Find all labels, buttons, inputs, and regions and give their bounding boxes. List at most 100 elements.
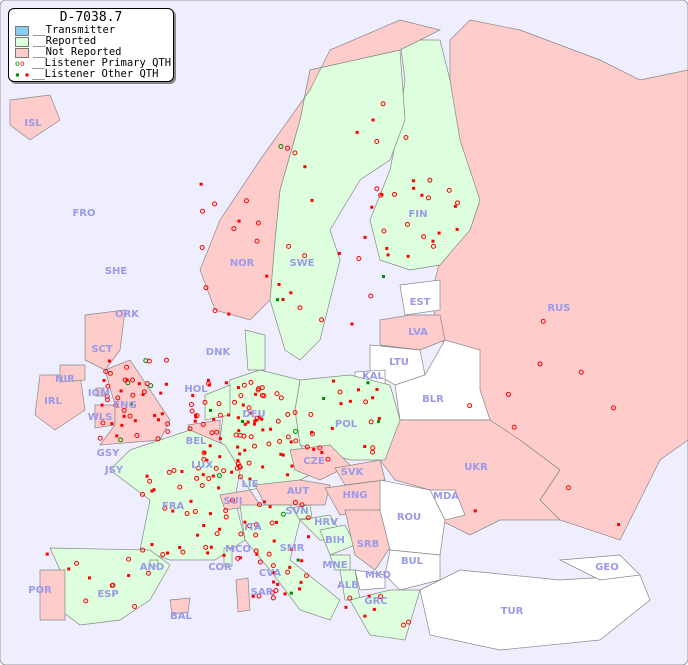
listener-primary-marker [212,201,218,207]
country-label-lie: LIE [242,479,259,490]
country-label-svk: SVK [341,467,365,478]
listener-primary-marker [184,511,190,517]
listener-primary-marker [511,424,517,430]
listener-other-marker [206,551,210,555]
listener-other-marker [248,477,252,481]
listener-other-marker [243,448,247,452]
legend-label: __Listener Other QTH [32,68,159,80]
listener-primary-marker [446,187,452,193]
listener-other-marker [208,512,212,516]
listener-other-marker [246,420,250,424]
listener-primary-marker [368,419,374,425]
listener-other-marker [370,205,374,209]
listener-other-marker [145,474,149,478]
listener-primary-marker [565,485,571,491]
listener-primary-marker [304,573,310,579]
listener-primary-marker [147,478,153,484]
listener-primary-marker [248,434,254,440]
listener-primary-marker [381,228,387,234]
listener-primary-marker [253,522,259,528]
listener-primary-marker [317,445,323,451]
listener-primary-marker [277,438,283,444]
country-nir [59,364,86,383]
listener-primary-marker [404,221,410,227]
country-tur [419,569,651,651]
country-label-dnk: DNK [206,347,232,358]
listener-other-marker [227,312,231,316]
legend-label: __Not Reported [33,46,122,58]
listener-other-marker [286,473,290,477]
listener-other-marker [312,447,316,451]
country-label-hng: HNG [343,490,368,501]
listener-primary-marker [285,411,291,417]
country-label-irl: IRL [44,396,62,407]
country-label-pol: POL [335,419,358,430]
listener-primary-marker [259,392,265,398]
country-label-deu: DEU [242,409,265,420]
listener-other-marker [363,614,367,618]
listener-primary-marker [231,226,237,232]
country-label-smr: SMR [280,543,305,554]
listener-primary-marker [221,468,227,474]
listener-other-marker [269,427,273,431]
listener-primary-marker [180,549,186,555]
listener-primary-marker [187,426,193,432]
listener-other-marker [339,402,343,406]
country-label-lux: LUX [191,460,213,471]
country-label-rou: ROU [397,512,421,523]
listener-other-marker [296,558,300,562]
listener-primary-marker [302,253,308,259]
legend-title: D-7038.7 [59,10,123,25]
listener-other-marker [237,429,241,433]
listener-other-marker [255,552,259,556]
listener-primary-marker [113,402,119,408]
listener-other-marker [307,535,311,539]
listener-primary-marker [305,515,311,521]
country-label-cor: COR [208,562,232,573]
listener-primary-marker [293,438,299,444]
listener-other-marker [265,274,269,278]
listener-primary-marker [189,408,195,414]
listener-primary-marker [237,432,243,438]
listener-other-marker [290,464,294,468]
listener-primary-marker [273,587,279,593]
listener-primary-marker [132,603,138,609]
country-label-geo: GEO [595,562,619,573]
legend-label: __Listener Primary QTH [32,57,172,69]
listener-other-marker [209,545,213,549]
listener-primary-marker [237,464,243,470]
country-label-grc: GRC [364,596,387,607]
listener-other-marker [201,473,205,477]
country-grc [349,589,421,641]
listener-other-marker [300,559,304,563]
listener-other-marker [431,239,435,243]
listener-other-marker [178,545,182,549]
listener-primary-marker [199,482,205,488]
listener-primary-marker [202,399,208,405]
listener-other-marker [251,594,255,598]
listener-primary-marker [203,285,209,291]
country-nor [199,19,442,321]
listener-other-marker [153,413,157,417]
country-label-blr: BLR [422,394,444,405]
listener-other-marker [191,393,195,397]
country-label-ltu: LTU [389,357,409,368]
listener-primary-marker [107,370,113,376]
listener-primary-marker [297,305,303,311]
listener-primary-marker [209,430,215,436]
country-label-nor: NOR [230,258,255,269]
listener-primary-marker [126,556,132,562]
country-label-sui: SUI [223,496,242,507]
listener-primary-marker [216,401,222,407]
listener-other-marker [375,387,379,391]
listener-primary-marker [425,195,431,201]
listener-primary-marker [121,407,127,413]
listener-primary-marker [104,393,110,399]
listener-primary-marker [165,421,171,427]
listener-primary-marker [144,381,150,387]
listener-other-marker [156,418,160,422]
listener-other-marker [377,416,381,420]
listener-other-marker [196,533,200,537]
